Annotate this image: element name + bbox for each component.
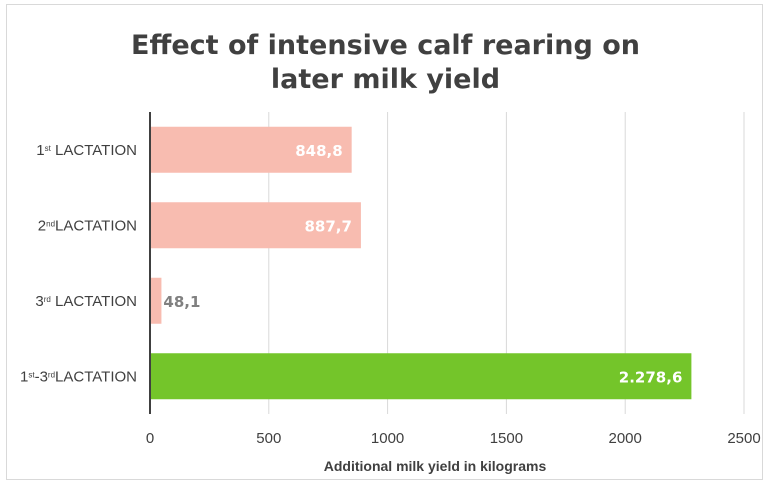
x-tick-label-1500: 1500 — [490, 430, 523, 447]
category-superscript: rd — [48, 370, 55, 379]
category-superscript: st — [45, 143, 52, 152]
chart-title-line-2: later milk yield — [270, 64, 501, 95]
data-label-1: 887,7 — [304, 217, 351, 235]
category-label-0: 1st LACTATION — [36, 142, 137, 159]
data-label-3: 2.278,6 — [619, 368, 683, 386]
chart-title-line-1: Effect of intensive calf rearing on — [131, 30, 640, 61]
category-number: 2 — [38, 217, 46, 234]
category-number: 1 — [36, 142, 44, 159]
chart-area: Effect of intensive calf rearing on late… — [6, 4, 763, 480]
category-text: LACTATION — [51, 293, 137, 310]
category-number: 3 — [35, 293, 43, 310]
category-superscript: rd — [44, 294, 51, 303]
category-label-1: 2ndLACTATION — [38, 217, 137, 234]
category-label-2: 3rd LACTATION — [35, 293, 137, 310]
bar-2 — [150, 277, 162, 324]
category-number: -3 — [35, 368, 48, 385]
x-axis-title: Additional milk yield in kilograms — [324, 458, 547, 474]
chart-title: Effect of intensive calf rearing on late… — [7, 29, 764, 97]
category-superscript: nd — [46, 219, 55, 228]
category-text: LACTATION — [55, 368, 137, 385]
data-label-2: 48,1 — [163, 293, 200, 311]
x-tick-label-2500: 2500 — [727, 430, 760, 447]
data-label-0: 848,8 — [295, 142, 342, 160]
x-tick-label-0: 0 — [146, 430, 154, 447]
category-text: LACTATION — [55, 217, 137, 234]
bar-3 — [150, 353, 692, 400]
bar-1 — [150, 202, 361, 249]
x-tick-label-1000: 1000 — [371, 430, 404, 447]
x-tick-label-2000: 2000 — [609, 430, 642, 447]
bar-0 — [150, 126, 352, 173]
category-label-3: 1st-3rdLACTATION — [20, 368, 137, 385]
category-text: LACTATION — [51, 142, 137, 159]
category-superscript: st — [28, 370, 35, 379]
category-number: 1 — [20, 368, 28, 385]
x-tick-label-500: 500 — [256, 430, 281, 447]
